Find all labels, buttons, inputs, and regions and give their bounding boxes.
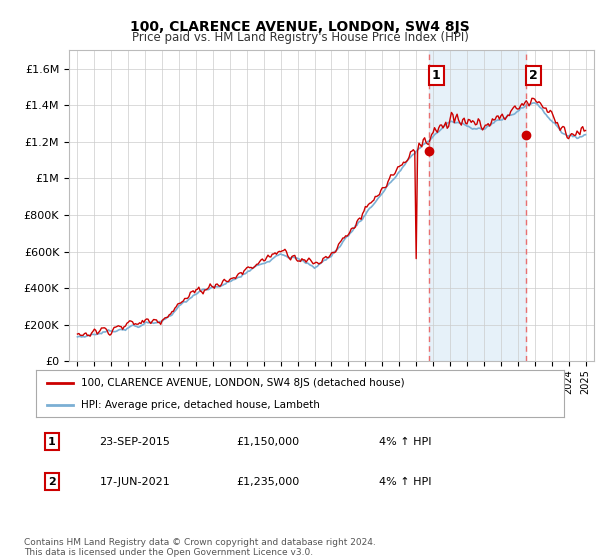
- Text: 2: 2: [48, 477, 56, 487]
- Text: 1: 1: [48, 437, 56, 447]
- Text: 17-JUN-2021: 17-JUN-2021: [100, 477, 170, 487]
- Text: 1: 1: [432, 69, 440, 82]
- Text: 4% ↑ HPI: 4% ↑ HPI: [379, 437, 432, 447]
- Text: Price paid vs. HM Land Registry's House Price Index (HPI): Price paid vs. HM Land Registry's House …: [131, 31, 469, 44]
- Text: 23-SEP-2015: 23-SEP-2015: [100, 437, 170, 447]
- Text: 4% ↑ HPI: 4% ↑ HPI: [379, 477, 432, 487]
- Bar: [428, 50, 526, 361]
- Text: HPI: Average price, detached house, Lambeth: HPI: Average price, detached house, Lamb…: [81, 400, 320, 410]
- Text: Contains HM Land Registry data © Crown copyright and database right 2024.
This d: Contains HM Land Registry data © Crown c…: [24, 538, 376, 557]
- Text: £1,150,000: £1,150,000: [236, 437, 300, 447]
- Text: £1,235,000: £1,235,000: [236, 477, 300, 487]
- Text: 100, CLARENCE AVENUE, LONDON, SW4 8JS: 100, CLARENCE AVENUE, LONDON, SW4 8JS: [130, 20, 470, 34]
- Text: 100, CLARENCE AVENUE, LONDON, SW4 8JS (detached house): 100, CLARENCE AVENUE, LONDON, SW4 8JS (d…: [81, 378, 404, 388]
- Text: 2: 2: [529, 69, 538, 82]
